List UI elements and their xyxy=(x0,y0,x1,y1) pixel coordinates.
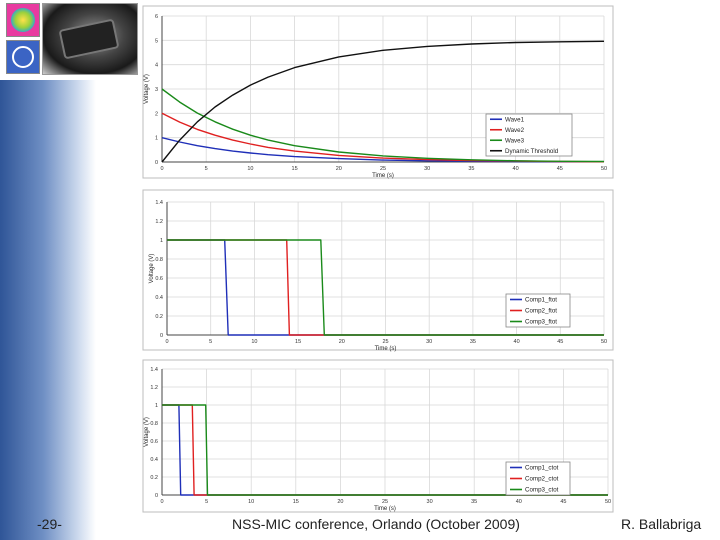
y-axis-label: Voltage (V) xyxy=(144,74,150,104)
x-tick-label: 15 xyxy=(293,499,299,505)
y-tick-label: 1 xyxy=(155,136,158,142)
legend-entry: Comp1_ftot xyxy=(525,297,557,304)
legend-entry: Comp2_ctot xyxy=(525,476,559,483)
x-tick-label: 20 xyxy=(336,166,342,172)
medipix-logo-mark xyxy=(11,8,35,32)
x-tick-label: 30 xyxy=(427,499,433,505)
x-tick-label: 35 xyxy=(471,499,477,505)
legend-entry: Wave2 xyxy=(505,127,525,134)
x-axis-label: Time (s) xyxy=(375,346,397,352)
x-tick-label: 50 xyxy=(605,499,611,505)
y-tick-label: 1.4 xyxy=(155,200,163,206)
y-tick-label: 5 xyxy=(155,38,158,44)
x-tick-label: 0 xyxy=(160,499,163,505)
x-tick-label: 25 xyxy=(382,499,388,505)
x-tick-label: 45 xyxy=(557,166,563,172)
legend-box xyxy=(485,113,573,157)
x-tick-label: 0 xyxy=(160,166,163,172)
x-axis-label: Time (s) xyxy=(372,173,394,179)
medipix-logo xyxy=(6,3,40,37)
x-tick-label: 40 xyxy=(516,499,522,505)
y-tick-label: 0.4 xyxy=(155,295,163,301)
x-tick-label: 50 xyxy=(601,166,607,172)
y-tick-label: 6 xyxy=(155,14,158,20)
x-tick-label: 10 xyxy=(248,499,254,505)
x-tick-label: 35 xyxy=(470,339,476,345)
x-tick-label: 15 xyxy=(292,166,298,172)
y-tick-label: 0.6 xyxy=(150,439,158,445)
y-axis-label: Voltage (V) xyxy=(144,417,150,447)
x-tick-label: 10 xyxy=(251,339,257,345)
x-tick-label: 20 xyxy=(339,339,345,345)
legend-entry: Wave1 xyxy=(505,116,525,123)
cern-logo xyxy=(6,40,40,74)
cern-logo-mark xyxy=(12,46,34,68)
author-label: R. Ballabriga xyxy=(621,516,702,532)
x-tick-label: 0 xyxy=(165,339,168,345)
x-tick-label: 50 xyxy=(601,339,607,345)
series-line-4 xyxy=(161,40,605,163)
y-tick-label: 0.4 xyxy=(150,457,158,463)
y-tick-label: 1 xyxy=(155,403,158,409)
page-number: -29- xyxy=(37,516,62,532)
x-tick-label: 40 xyxy=(514,339,520,345)
y-tick-label: 4 xyxy=(155,63,158,69)
y-tick-label: 0.8 xyxy=(155,257,163,263)
y-tick-label: 3 xyxy=(155,87,158,93)
y-tick-label: 1.4 xyxy=(150,367,158,373)
y-tick-label: 2 xyxy=(155,111,158,117)
x-tick-label: 35 xyxy=(468,166,474,172)
x-tick-label: 30 xyxy=(426,339,432,345)
legend-entry: Comp3_ftot xyxy=(525,319,557,326)
header-logos xyxy=(0,0,140,80)
y-tick-label: 0.2 xyxy=(155,314,163,320)
x-tick-label: 30 xyxy=(424,166,430,172)
x-tick-label: 5 xyxy=(205,499,208,505)
chart-3: 0 0.2 0.4 0.6 0.8 1 1.2 1.4 0 5 10 15 20 25 30 35 40 45 50… xyxy=(142,359,614,513)
x-tick-label: 45 xyxy=(557,339,563,345)
y-tick-label: 1.2 xyxy=(150,385,158,391)
legend-entry: Wave3 xyxy=(505,137,525,144)
series-line-3 xyxy=(162,404,608,496)
conference-label: NSS-MIC conference, Orlando (October 200… xyxy=(232,516,520,532)
y-tick-label: 0.8 xyxy=(150,421,158,427)
y-axis-label: Voltage (V) xyxy=(149,254,155,284)
x-tick-label: 40 xyxy=(513,166,519,172)
x-tick-label: 25 xyxy=(382,339,388,345)
y-tick-label: 0 xyxy=(155,160,158,166)
y-tick-label: 1.2 xyxy=(155,219,163,225)
x-tick-label: 45 xyxy=(560,499,566,505)
x-tick-label: 25 xyxy=(380,166,386,172)
series-line-3 xyxy=(167,239,604,336)
x-tick-label: 10 xyxy=(247,166,253,172)
legend-entry: Dynamic Threshold xyxy=(505,148,559,155)
x-tick-label: 20 xyxy=(337,499,343,505)
x-axis-label: Time (s) xyxy=(374,506,396,512)
x-tick-label: 15 xyxy=(295,339,301,345)
sidebar-gradient xyxy=(0,0,96,540)
y-tick-label: 0 xyxy=(160,333,163,339)
y-tick-label: 1 xyxy=(160,238,163,244)
legend-entry: Comp1_ctot xyxy=(525,465,559,472)
y-tick-label: 0 xyxy=(155,493,158,499)
y-tick-label: 0.2 xyxy=(150,475,158,481)
x-tick-label: 5 xyxy=(205,166,208,172)
detector-photo xyxy=(42,3,138,75)
legend-entry: Comp3_ctot xyxy=(525,487,559,494)
x-tick-label: 5 xyxy=(209,339,212,345)
y-tick-label: 0.6 xyxy=(155,276,163,282)
legend-entry: Comp2_ftot xyxy=(525,308,557,315)
chart-2: 0 0.2 0.4 0.6 0.8 1 1.2 1.4 0 5 10 15 20 25 30 35 40 45 50… xyxy=(142,189,614,352)
